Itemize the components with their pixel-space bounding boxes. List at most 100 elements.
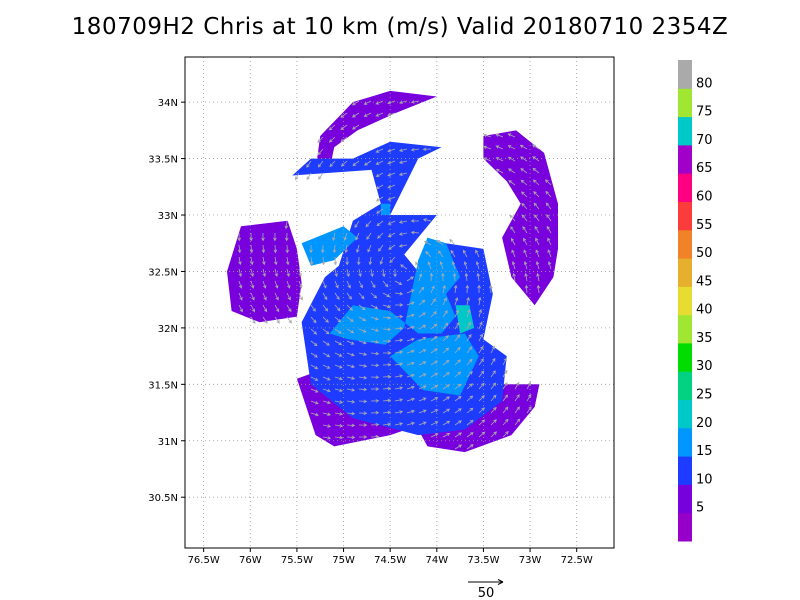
wind-vector-42 xyxy=(507,156,516,162)
y-tick-label-3: 32N xyxy=(158,324,178,335)
wind-vector-97 xyxy=(534,225,540,234)
wind-vector-395 xyxy=(418,421,427,426)
wind-vector-68 xyxy=(533,202,540,210)
wind-vector-170 xyxy=(298,280,303,289)
wind-vector-47 xyxy=(318,172,324,180)
colorbar-swatch-14 xyxy=(678,116,692,146)
wind-vector-148 xyxy=(334,268,338,278)
wind-vector-107 xyxy=(344,244,348,254)
wind-vector-343 xyxy=(466,383,473,390)
wind-vectors xyxy=(237,100,552,450)
wind-vector-117 xyxy=(523,237,528,246)
wind-vector-28 xyxy=(507,145,516,150)
wind-vector-54 xyxy=(532,167,540,174)
wind-vector-390 xyxy=(358,423,368,427)
wind-vector-252 xyxy=(334,328,342,334)
wind-vector-279 xyxy=(478,333,483,342)
wind-vector-230 xyxy=(477,296,482,306)
wind-vector-18 xyxy=(495,133,504,138)
wind-vector-94 xyxy=(410,230,420,235)
x-tick-label-3: 75W xyxy=(332,555,355,566)
wind-vector-95 xyxy=(510,226,516,234)
wind-vector-5 xyxy=(410,100,420,104)
wind-vector-11 xyxy=(328,124,336,131)
wind-vector-20 xyxy=(317,148,324,156)
wind-vector-302 xyxy=(382,362,392,367)
wind-vector-259 xyxy=(418,324,427,330)
colorbar-swatch-9 xyxy=(678,258,692,287)
wind-vector-318 xyxy=(370,375,380,379)
wind-vector-253 xyxy=(346,328,355,334)
wind-vector-317 xyxy=(358,375,368,380)
wind-vector-83 xyxy=(249,232,253,242)
wind-vector-229 xyxy=(466,296,470,306)
wind-vector-56 xyxy=(387,184,396,189)
wind-vector-141 xyxy=(547,249,552,258)
wind-region-5 xyxy=(329,237,461,345)
colorbar-swatch-1 xyxy=(678,484,692,514)
wind-vector-350 xyxy=(322,400,332,405)
wind-region-1 xyxy=(227,220,302,323)
wind-vector-48 xyxy=(375,172,384,177)
colorbar-label-14: 75 xyxy=(696,105,713,120)
wind-vector-309 xyxy=(466,358,473,366)
colorbar-label-10: 55 xyxy=(696,218,713,233)
wind-vector-10 xyxy=(387,112,396,117)
wind-vector-379 xyxy=(442,408,451,414)
wind-vector-65 xyxy=(545,190,552,198)
colorbar-swatch-3 xyxy=(678,427,692,457)
wind-vector-290 xyxy=(430,348,438,354)
wind-vector-154 xyxy=(400,264,408,270)
wind-vector-168 xyxy=(274,280,279,289)
wind-vector-339 xyxy=(418,385,427,390)
wind-vector-255 xyxy=(370,328,380,332)
wind-vector-226 xyxy=(430,298,436,306)
colorbar-label-0: 5 xyxy=(696,501,704,516)
wind-vector-144 xyxy=(262,268,266,278)
wind-vector-92 xyxy=(387,232,396,237)
wind-vector-295 xyxy=(490,345,495,354)
wind-vector-138 xyxy=(511,249,516,258)
wind-vector-151 xyxy=(370,268,374,278)
wind-vector-285 xyxy=(370,351,380,356)
wind-vector-358 xyxy=(418,397,427,402)
wind-vector-387 xyxy=(322,424,332,428)
wind-vector-142 xyxy=(238,268,242,278)
y-tick-label-6: 33.5N xyxy=(148,155,178,166)
wind-vector-61 xyxy=(375,196,384,202)
wind-vector-204 xyxy=(442,284,446,294)
wind-vector-388 xyxy=(334,423,344,428)
wind-vector-199 xyxy=(382,292,391,297)
wind-vector-66 xyxy=(376,208,384,214)
wind-vector-80 xyxy=(534,214,540,222)
wind-vector-57 xyxy=(508,180,516,186)
wind-vector-261 xyxy=(442,322,449,330)
wind-vector-175 xyxy=(370,280,376,289)
wind-vector-30 xyxy=(532,144,540,150)
colorbar-label-11: 60 xyxy=(696,190,713,205)
wind-vector-63 xyxy=(521,191,528,198)
wind-vector-1 xyxy=(363,100,372,105)
wind-vector-171 xyxy=(322,280,327,289)
wind-vector-169 xyxy=(286,280,291,289)
wind-vector-207 xyxy=(477,284,481,294)
y-tick-label-4: 32.5N xyxy=(148,267,178,278)
wind-vector-71 xyxy=(354,220,360,228)
wind-vector-324 xyxy=(442,372,450,378)
wind-vector-163 xyxy=(535,260,540,270)
wind-vector-357 xyxy=(406,397,416,402)
wind-vector-197 xyxy=(358,292,365,300)
wind-vector-236 xyxy=(322,316,329,323)
wind-vector-381 xyxy=(466,407,474,414)
wind-vector-100 xyxy=(249,244,254,254)
wind-vector-8 xyxy=(363,112,372,117)
wind-vector-88 xyxy=(343,232,348,241)
wind-vector-26 xyxy=(483,145,492,150)
wind-vector-45 xyxy=(295,172,300,181)
wind-vector-223 xyxy=(395,303,404,307)
wind-vector-326 xyxy=(466,371,473,378)
wind-vector-124 xyxy=(285,256,290,266)
colorbar-swatch-15 xyxy=(678,88,692,118)
wind-vector-412 xyxy=(466,432,474,438)
wind-vector-172 xyxy=(334,280,339,289)
